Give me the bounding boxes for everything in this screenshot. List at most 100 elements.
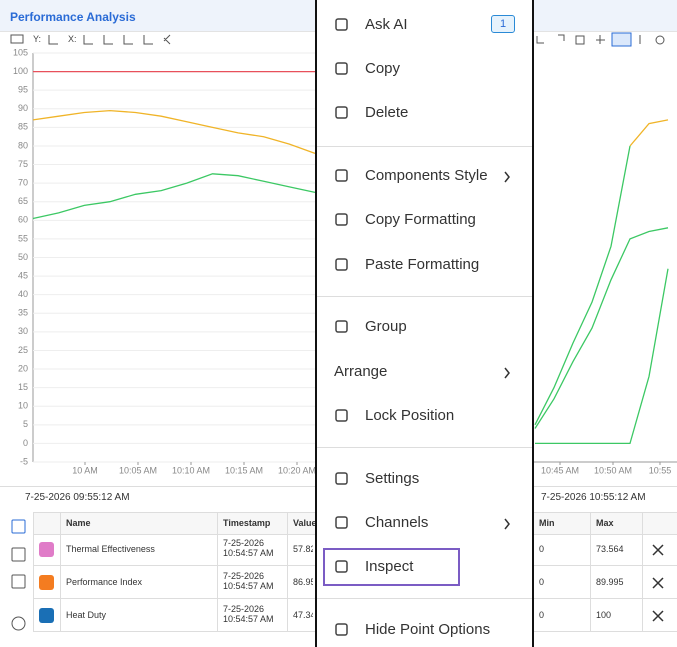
series-line: [534, 227, 669, 429]
menu-item[interactable]: Delete: [317, 93, 532, 133]
sidebar-icon[interactable]: [11, 616, 26, 631]
cell: 0: [539, 610, 545, 620]
range-start: 7-25-2026 09:55:12 AM: [25, 492, 130, 503]
cell: Thermal Effectiveness: [66, 544, 155, 554]
col-line: [33, 512, 34, 632]
y-tick-label: 55: [18, 233, 28, 243]
icon: [335, 472, 348, 485]
menu-label: Components Style: [365, 167, 488, 184]
menu-separator: [317, 598, 532, 599]
submenu-arrow: [503, 170, 511, 183]
x-tick-label: 10:45 AM: [541, 465, 579, 475]
color-swatch: [39, 542, 54, 557]
y-tick-label: 40: [18, 289, 28, 299]
cell: Performance Index: [66, 577, 143, 587]
col-line: [217, 512, 218, 632]
menu-label: Hide Point Options: [365, 621, 491, 638]
icon: [335, 258, 348, 271]
x-tick-label: 10 AM: [72, 465, 98, 475]
icon: [11, 616, 26, 631]
menu-icon: [334, 559, 349, 574]
x-tick-label: 10:05 AM: [119, 465, 157, 475]
menu-icon: [334, 622, 349, 637]
cell: 89.995: [596, 577, 624, 587]
menu-item[interactable]: Hide Point Options: [317, 610, 532, 647]
y-tick-label: 80: [18, 140, 28, 150]
cell: 100: [596, 610, 612, 620]
icon: [335, 62, 348, 75]
menu-item[interactable]: Components Style: [317, 156, 532, 196]
color-swatch: [39, 608, 54, 623]
menu-icon: [334, 319, 349, 334]
menu-badge: 1: [491, 15, 515, 33]
menu-label: Copy: [365, 60, 401, 77]
menu-item[interactable]: Paste Formatting: [317, 245, 532, 285]
remove-button[interactable]: [652, 609, 664, 622]
menu-label: Lock Position: [365, 407, 455, 424]
menu-item[interactable]: Copy: [317, 49, 532, 89]
menu-item[interactable]: Arrange: [317, 352, 532, 392]
icon: [335, 623, 348, 636]
menu-label: Paste Formatting: [365, 256, 480, 273]
cell: 73.564: [596, 544, 624, 554]
menu-item[interactable]: Ask AI 1: [317, 5, 532, 45]
y-tick-label: 85: [18, 122, 28, 132]
highlight-box: [323, 548, 460, 586]
x-axis-label: X:: [68, 34, 77, 44]
menu-icon: [334, 408, 349, 423]
menu-item[interactable]: Settings: [317, 459, 532, 499]
y-tick-label: 0: [23, 438, 28, 448]
icon: [335, 213, 348, 226]
sidebar-icon[interactable]: [11, 547, 26, 562]
close-icon: [652, 577, 664, 589]
remove-button[interactable]: [652, 576, 664, 589]
menu-label: Arrange: [334, 363, 388, 380]
y-tick-label: 95: [18, 85, 28, 95]
color-swatch: [39, 575, 54, 590]
chevron: [504, 367, 510, 379]
sidebar-icon[interactable]: [11, 574, 26, 589]
y-tick-label: 105: [13, 47, 28, 57]
remove-button[interactable]: [652, 543, 664, 556]
menu-icon: [334, 212, 349, 227]
col-line: [590, 512, 591, 632]
menu-item[interactable]: Channels: [317, 503, 532, 543]
cell: 7-25-2026 10:54:57 AM: [223, 538, 274, 558]
sidebar-icon[interactable]: [11, 519, 26, 534]
menu-icon: [334, 515, 349, 530]
y-tick-label: 70: [18, 178, 28, 188]
menu-item[interactable]: Copy Formatting: [317, 200, 532, 240]
range-end: 7-25-2026 10:55:12 AM: [541, 492, 646, 503]
cell: 47.344: [293, 610, 313, 620]
x-tick-label: 10:15 AM: [225, 465, 263, 475]
col-header: Name: [66, 518, 91, 528]
y-tick-label: 75: [18, 159, 28, 169]
y-tick-label: -5: [20, 456, 28, 466]
y-tick-label: 50: [18, 252, 28, 262]
menu-icon: [334, 168, 349, 183]
menu-item[interactable]: Inspect: [317, 547, 532, 587]
cell: 7-25-2026 10:54:57 AM: [223, 604, 274, 624]
col-header: Max: [596, 518, 614, 528]
y-tick-label: 35: [18, 308, 28, 318]
menu-label: Settings: [365, 470, 420, 487]
menu-item[interactable]: Group: [317, 307, 532, 347]
y-tick-label: 20: [18, 363, 28, 373]
icon: [11, 547, 26, 562]
close-icon: [652, 610, 664, 622]
menu-item[interactable]: Lock Position: [317, 396, 532, 436]
y-tick-label: 10: [18, 401, 28, 411]
icon: [335, 18, 348, 31]
icon: [335, 320, 348, 333]
submenu-arrow: [503, 366, 511, 379]
cell: 0: [539, 544, 545, 554]
menu-separator: [317, 447, 532, 448]
menu-icon: [334, 105, 349, 120]
cell: 57.821: [293, 544, 313, 554]
menu-icon: [334, 471, 349, 486]
col-line: [642, 512, 643, 632]
y-tick-label: 25: [18, 345, 28, 355]
col-header: Value: [293, 518, 315, 528]
menu-separator: [317, 296, 532, 297]
